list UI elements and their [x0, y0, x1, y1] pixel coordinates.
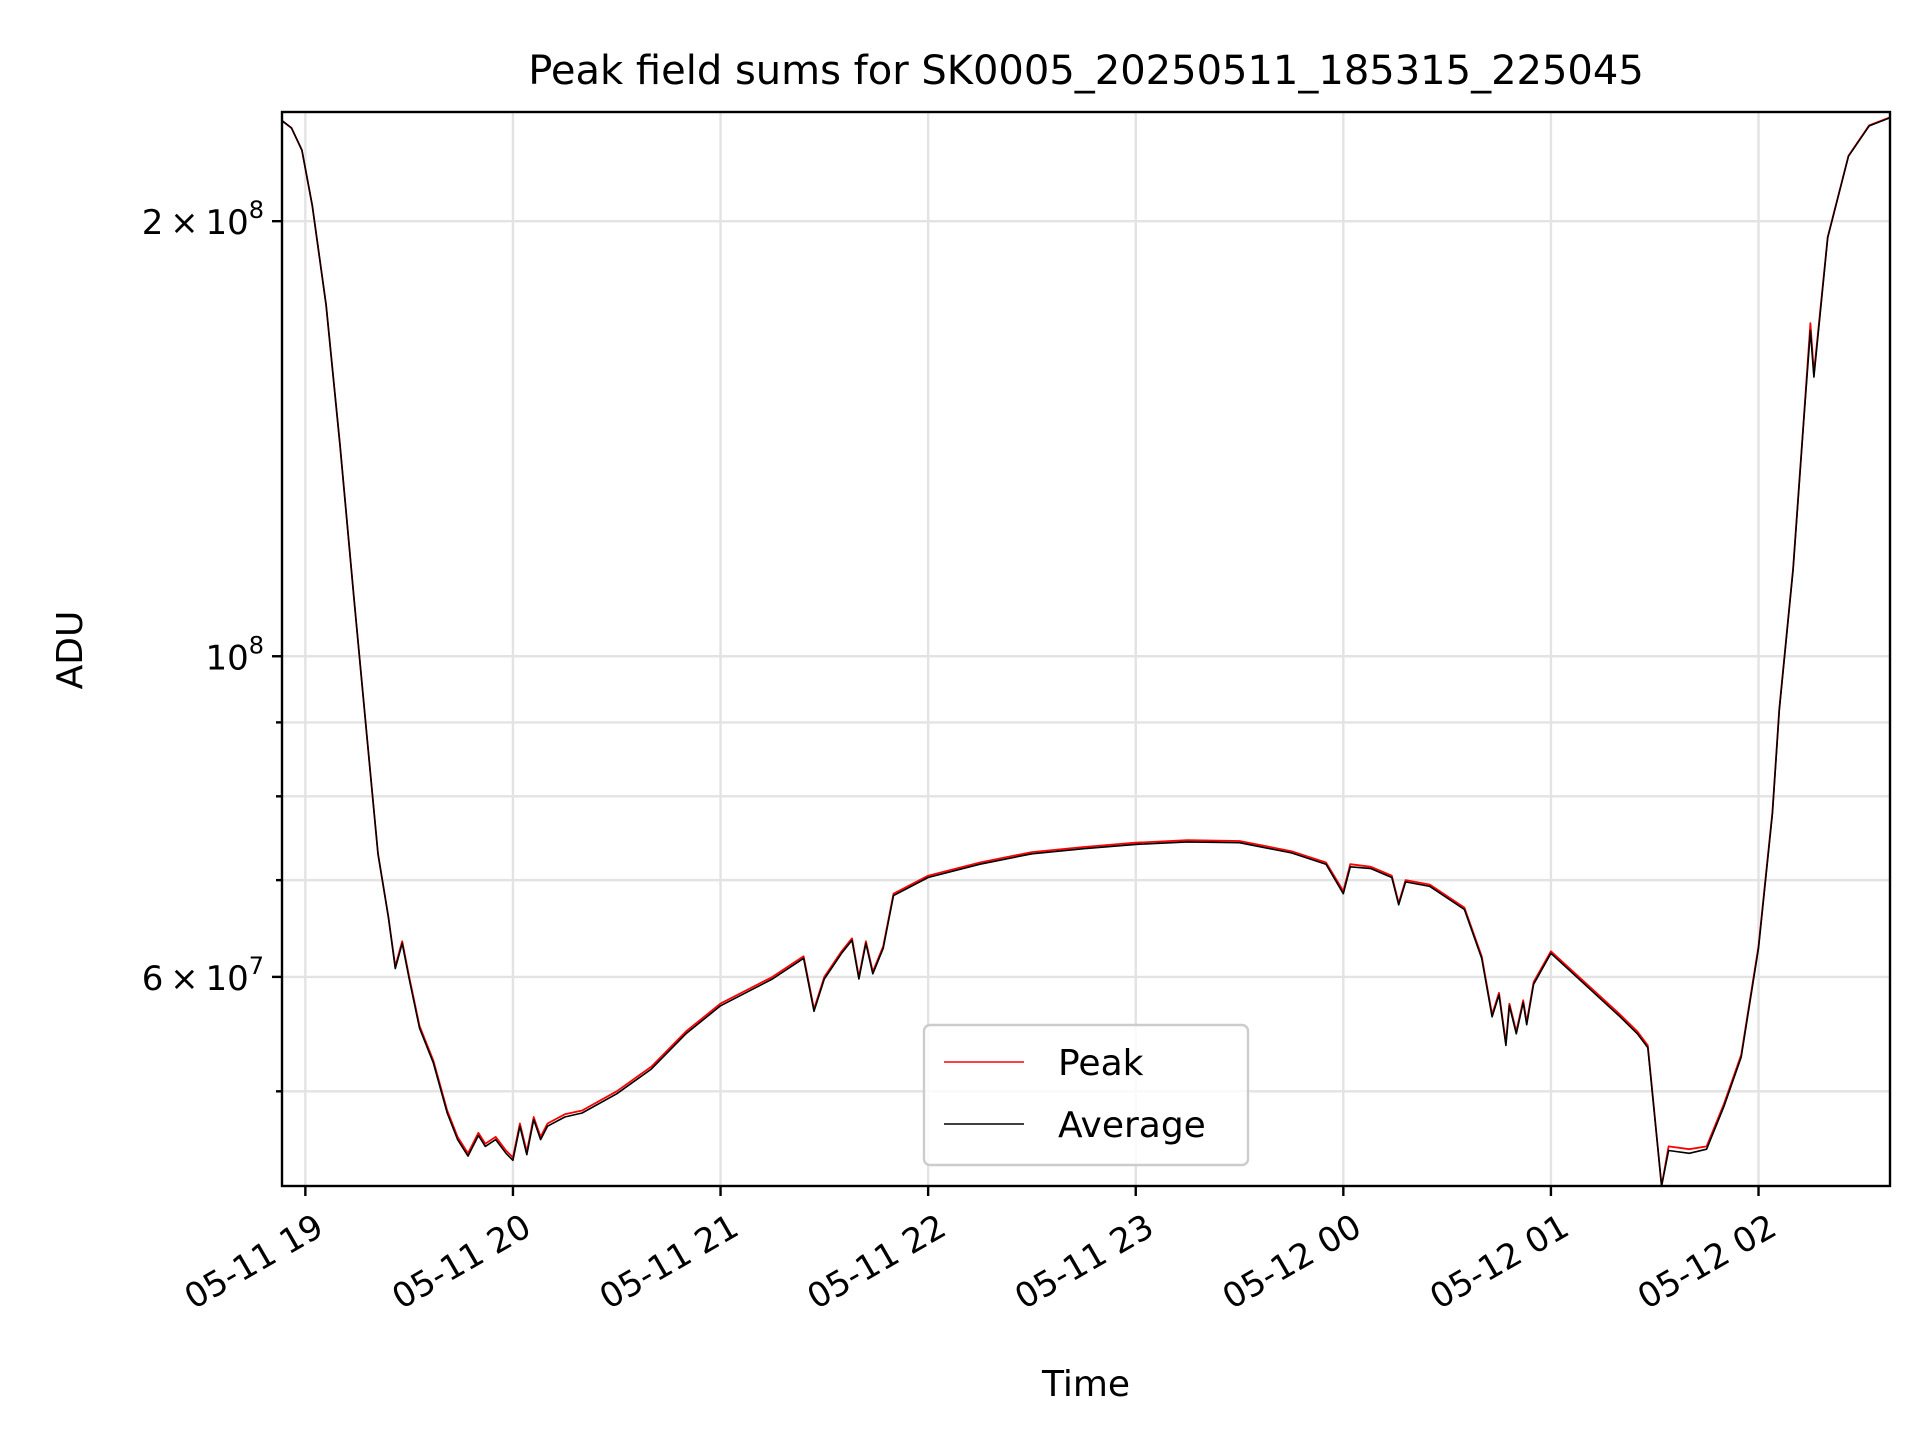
series-line-average — [282, 117, 1890, 1186]
y-tick-label: 108 — [205, 631, 264, 678]
plot-frame — [280, 110, 1892, 1188]
chart-title: Peak field sums for SK0005_20250511_1853… — [528, 48, 1644, 94]
legend: Peak Average — [922, 1023, 1250, 1167]
legend-box — [922, 1023, 1250, 1167]
plot-series — [282, 116, 1890, 1186]
legend-label-average: Average — [1058, 1105, 1206, 1146]
y-axis-label: ADU — [50, 611, 91, 690]
y-tick-label: 6 × 107 — [142, 952, 264, 999]
x-axis-label: Time — [1041, 1364, 1130, 1405]
legend-label-peak: Peak — [1058, 1043, 1144, 1084]
y-axis-ticks: 6 × 107 108 2 × 108 — [142, 196, 282, 1093]
grid — [282, 112, 1890, 1186]
y-tick-label: 2 × 108 — [142, 196, 264, 243]
